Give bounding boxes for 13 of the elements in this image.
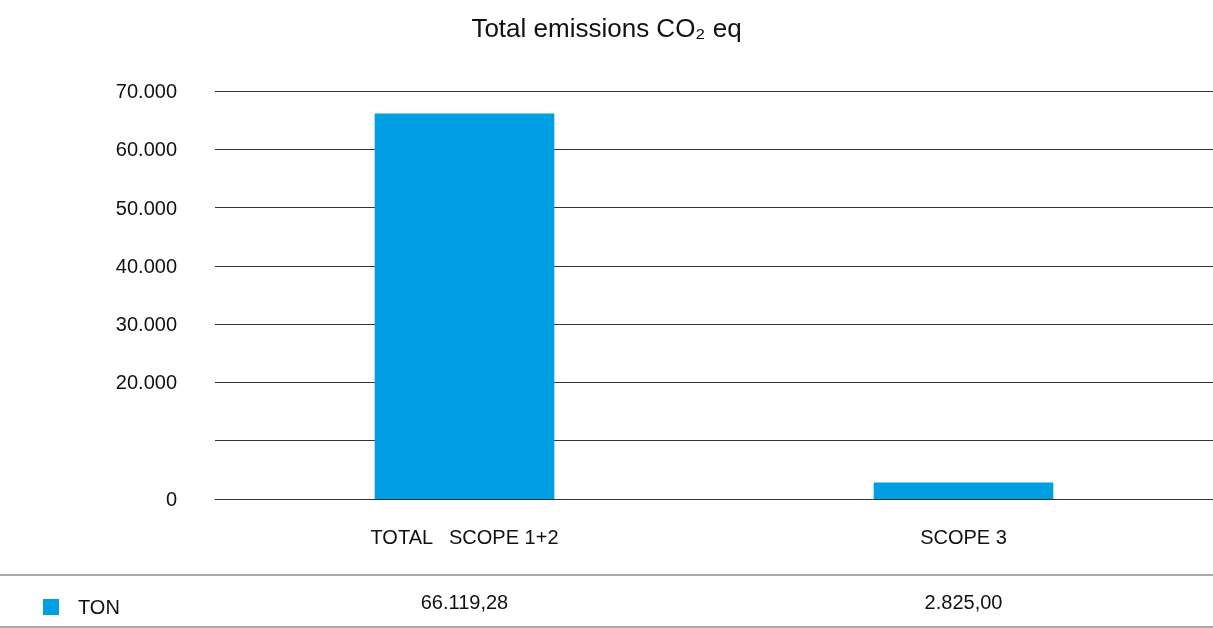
y-tick-label: 0 bbox=[165, 488, 177, 510]
y-tick-label: 40.000 bbox=[115, 254, 177, 277]
y-tick-label: 60.000 bbox=[115, 138, 177, 161]
legend-label: TON bbox=[78, 596, 120, 618]
data-label: 2.825,00 bbox=[924, 591, 1003, 613]
y-tick-label: 20.000 bbox=[115, 371, 177, 394]
chart-title: Total emissions CO₂ eq bbox=[471, 13, 742, 43]
x-tick-label: SCOPE 3 bbox=[920, 526, 1007, 548]
y-tick-label: 30.000 bbox=[115, 313, 177, 336]
y-tick-label: 70.000 bbox=[115, 80, 177, 102]
x-tick-label: TOTAL SCOPE 1+2 bbox=[370, 526, 559, 548]
y-tick-label: 50.000 bbox=[115, 196, 177, 219]
data-label: 66.119,28 bbox=[420, 591, 509, 613]
